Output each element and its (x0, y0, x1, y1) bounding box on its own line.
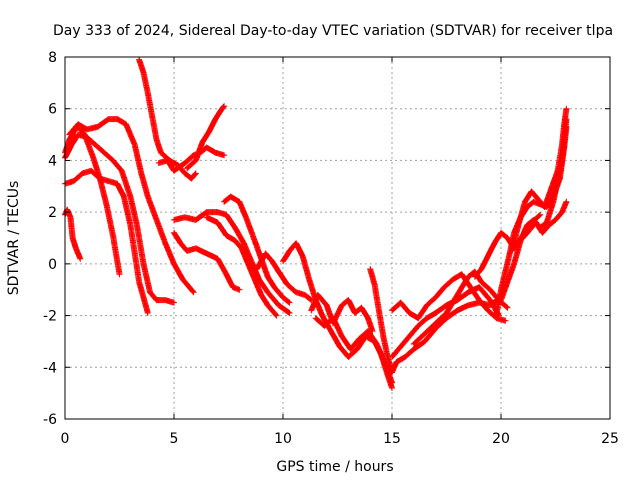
data-point-markers (498, 116, 570, 304)
data-point-markers (308, 291, 376, 335)
series-trace-e (66, 116, 197, 296)
y-tick-label: 8 (48, 50, 57, 66)
series-trace-q (367, 266, 504, 376)
series-trace-p (308, 291, 376, 335)
x-axis-label: GPS time / hours (276, 459, 393, 475)
data-point-markers (203, 214, 280, 319)
data-point-markers (155, 144, 228, 174)
series-trace-f (136, 56, 199, 182)
y-tick-label: -4 (43, 360, 57, 376)
x-tick-label: 0 (61, 431, 70, 447)
data-point-markers (508, 105, 570, 254)
grid (65, 57, 610, 419)
series-trace-l (171, 229, 243, 293)
data-point-markers (389, 271, 509, 324)
series-trace-j (221, 193, 293, 306)
x-tick-label: 15 (383, 431, 401, 447)
series-trace-y (471, 211, 544, 280)
plot-area-border (64, 56, 611, 420)
data-series (62, 56, 570, 391)
x-tick-label: 5 (170, 431, 179, 447)
chart-title: Day 333 of 2024, Sidereal Day-to-day VTE… (53, 23, 613, 39)
data-point-markers (312, 315, 395, 386)
data-point-markers (136, 56, 199, 182)
data-point-markers (184, 103, 228, 172)
y-tick-label: 4 (48, 153, 57, 169)
y-tick-label: 6 (48, 102, 57, 118)
series-trace-g (155, 144, 228, 174)
data-point-markers (171, 229, 243, 293)
series-trace-o (312, 315, 395, 386)
y-tick-label: -6 (43, 412, 57, 428)
series-trace-c (62, 131, 177, 306)
series-trace-v (498, 116, 570, 304)
axis-ticks: 0 5 10 15 20 25 -6 -4 -2 0 2 4 6 8 (43, 50, 619, 447)
x-tick-label: 25 (601, 431, 619, 447)
x-tick-label: 20 (492, 431, 510, 447)
data-point-markers (471, 211, 544, 280)
x-tick-label: 10 (274, 431, 292, 447)
series-trace-w (508, 105, 570, 254)
y-tick-label: 2 (48, 205, 57, 221)
series-trace-m (253, 250, 315, 304)
data-point-markers (62, 131, 177, 306)
data-point-markers (367, 266, 504, 376)
data-point-markers (253, 250, 315, 304)
series-trace-h (184, 103, 228, 172)
data-point-markers (221, 193, 293, 306)
series-trace-s (389, 271, 509, 324)
series-trace-k (203, 214, 280, 319)
y-axis-label: SDTVAR / TECUs (6, 181, 22, 296)
y-tick-label: -2 (43, 309, 57, 325)
y-tick-label: 0 (48, 257, 57, 273)
data-point-markers (66, 116, 197, 296)
